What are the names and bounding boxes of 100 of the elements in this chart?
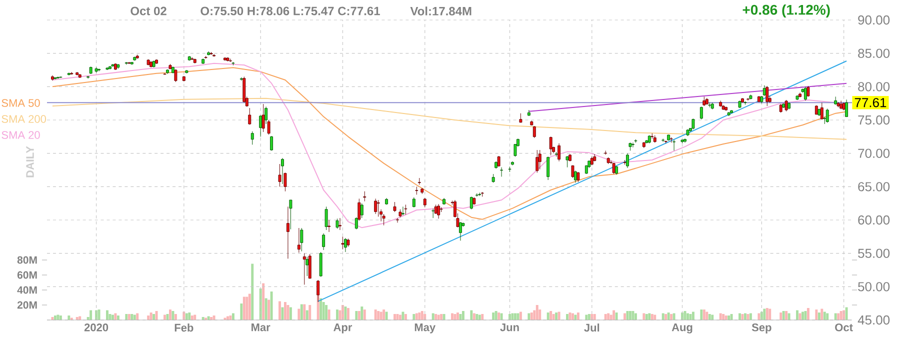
- bar: [749, 313, 752, 320]
- bar: [558, 312, 560, 320]
- x-tick-label: May: [414, 324, 436, 334]
- bar: [168, 310, 172, 320]
- bar: [300, 304, 303, 320]
- candlestick: [182, 76, 186, 81]
- y-tick-label: 60.00: [858, 215, 890, 225]
- candlestick: [642, 142, 646, 148]
- bar: [251, 264, 254, 320]
- x-tick-label: Sep: [752, 324, 772, 334]
- candlestick: [700, 107, 703, 120]
- candlestick: [626, 153, 629, 168]
- y2-tick-label: 40M: [17, 286, 37, 294]
- bar: [412, 314, 416, 320]
- candlestick: [374, 198, 378, 214]
- candlestick: [724, 107, 728, 110]
- bar: [494, 311, 498, 320]
- candlestick: [766, 86, 769, 106]
- candlestick: [623, 160, 626, 165]
- bar: [782, 311, 785, 320]
- candlestick: [404, 204, 408, 215]
- bar: [286, 305, 290, 320]
- candlestick: [760, 96, 764, 104]
- candlestick: [532, 126, 536, 138]
- bar: [404, 314, 407, 320]
- bar: [801, 312, 804, 320]
- candlestick: [418, 178, 421, 185]
- bar: [820, 308, 824, 320]
- candlestick: [845, 99, 848, 117]
- bar: [615, 312, 618, 320]
- candlestick: [546, 157, 550, 180]
- candlestick: [168, 64, 172, 69]
- bar: [719, 313, 722, 320]
- candlestick: [393, 202, 396, 212]
- bar: [689, 314, 692, 320]
- bar: [730, 314, 733, 320]
- candlestick: [338, 218, 342, 230]
- candlestick: [806, 86, 810, 96]
- bar: [116, 316, 120, 320]
- candlestick: [664, 141, 668, 144]
- bar: [642, 313, 646, 320]
- y-tick-label: 70.00: [858, 148, 890, 158]
- x-tick-label: Oct: [835, 324, 853, 332]
- candlestick: [300, 228, 304, 252]
- bar: [284, 302, 286, 320]
- candlestick: [842, 103, 846, 110]
- candlestick: [346, 238, 350, 247]
- bar: [90, 310, 92, 320]
- x-tick-label: Aug: [672, 324, 692, 334]
- candlestick: [193, 59, 196, 63]
- candlestick: [796, 96, 799, 100]
- candlestick: [188, 56, 191, 60]
- bar: [528, 313, 530, 320]
- candlestick: [286, 206, 290, 259]
- bar: [346, 308, 350, 320]
- candlestick: [508, 166, 512, 172]
- candlestick: [133, 57, 136, 60]
- candlestick: [615, 166, 618, 175]
- bar: [155, 311, 158, 320]
- candlestick: [210, 52, 213, 54]
- bar: [434, 314, 438, 320]
- candlestick: [270, 136, 274, 150]
- bar: [546, 312, 550, 320]
- bar: [788, 313, 790, 320]
- text: Oct 02: [130, 6, 166, 16]
- bar: [248, 294, 251, 320]
- candlestick: [667, 134, 670, 140]
- candlestick: [202, 59, 205, 64]
- bar: [440, 314, 443, 320]
- bar: [724, 316, 728, 320]
- series-label: SMA 200: [2, 115, 46, 123]
- bar: [498, 312, 500, 320]
- bar: [670, 314, 673, 320]
- bar: [593, 314, 596, 320]
- candlestick: [628, 143, 632, 151]
- bar: [706, 312, 708, 320]
- bar: [476, 314, 478, 320]
- bar: [519, 312, 522, 320]
- ref-line-label: 77.61: [854, 98, 886, 108]
- bar: [212, 316, 216, 320]
- bar: [328, 310, 330, 320]
- bar: [385, 312, 388, 320]
- candlestick: [155, 60, 158, 64]
- candlestick: [166, 70, 169, 74]
- candlestick: [834, 96, 838, 104]
- bar: [840, 311, 842, 320]
- bar: [374, 310, 377, 320]
- candlestick: [70, 72, 74, 74]
- bar: [796, 310, 798, 320]
- candlestick: [798, 92, 802, 97]
- bar: [624, 313, 626, 320]
- bar: [442, 314, 446, 320]
- candlestick: [710, 102, 714, 110]
- bar: [645, 314, 648, 320]
- bar: [823, 312, 826, 320]
- bar: [470, 310, 473, 320]
- bar: [303, 304, 306, 320]
- candlestick: [680, 140, 684, 144]
- candlestick: [108, 66, 112, 69]
- y-tick-label: 85.00: [858, 48, 890, 58]
